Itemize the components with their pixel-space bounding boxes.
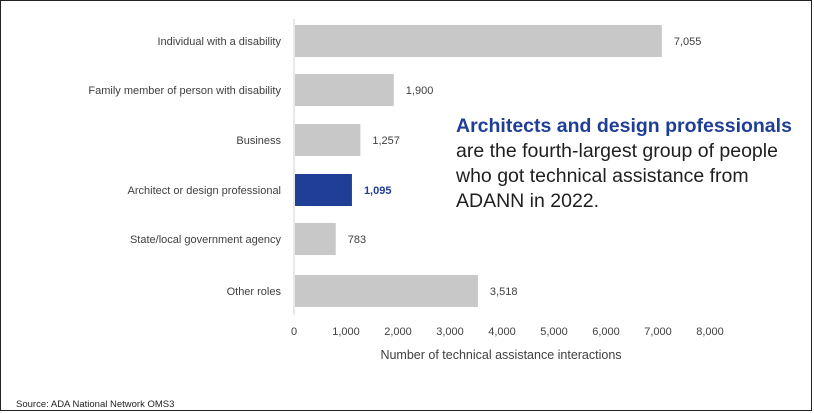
bar <box>295 275 478 307</box>
x-axis-title: Number of technical assistance interacti… <box>380 348 621 362</box>
x-tick-label: 1,000 <box>332 326 360 338</box>
x-tick-label: 6,000 <box>592 326 620 338</box>
value-label: 7,055 <box>674 36 702 48</box>
bar <box>295 223 336 255</box>
category-label: Individual with a disability <box>157 36 281 48</box>
value-label: 1,257 <box>372 135 400 147</box>
bar-highlighted <box>295 174 352 206</box>
category-label: State/local government agency <box>130 234 282 246</box>
category-label: Business <box>236 135 281 147</box>
value-label: 783 <box>348 234 366 246</box>
bar <box>295 25 662 57</box>
x-tick-label: 7,000 <box>644 326 672 338</box>
bar <box>295 74 394 106</box>
x-tick-label: 5,000 <box>540 326 568 338</box>
x-tick-label: 0 <box>291 326 297 338</box>
category-label: Other roles <box>227 286 282 298</box>
x-tick-label: 8,000 <box>696 326 724 338</box>
category-label: Family member of person with disability <box>88 85 281 97</box>
x-tick-label: 4,000 <box>488 326 516 338</box>
bar <box>295 124 361 156</box>
annotation-highlight: Architects and design professionals <box>456 115 792 137</box>
category-label: Architect or design professional <box>128 185 281 197</box>
value-label: 3,518 <box>490 286 518 298</box>
value-label: 1,900 <box>406 85 434 97</box>
chart-annotation: Architects and design professionals are … <box>456 114 806 214</box>
x-tick-label: 3,000 <box>436 326 464 338</box>
x-tick-label: 2,000 <box>384 326 412 338</box>
annotation-text: are the fourth-largest group of people w… <box>456 140 778 212</box>
value-label: 1,095 <box>364 185 392 197</box>
source-note: Source: ADA National Network OMS3 <box>16 399 175 410</box>
